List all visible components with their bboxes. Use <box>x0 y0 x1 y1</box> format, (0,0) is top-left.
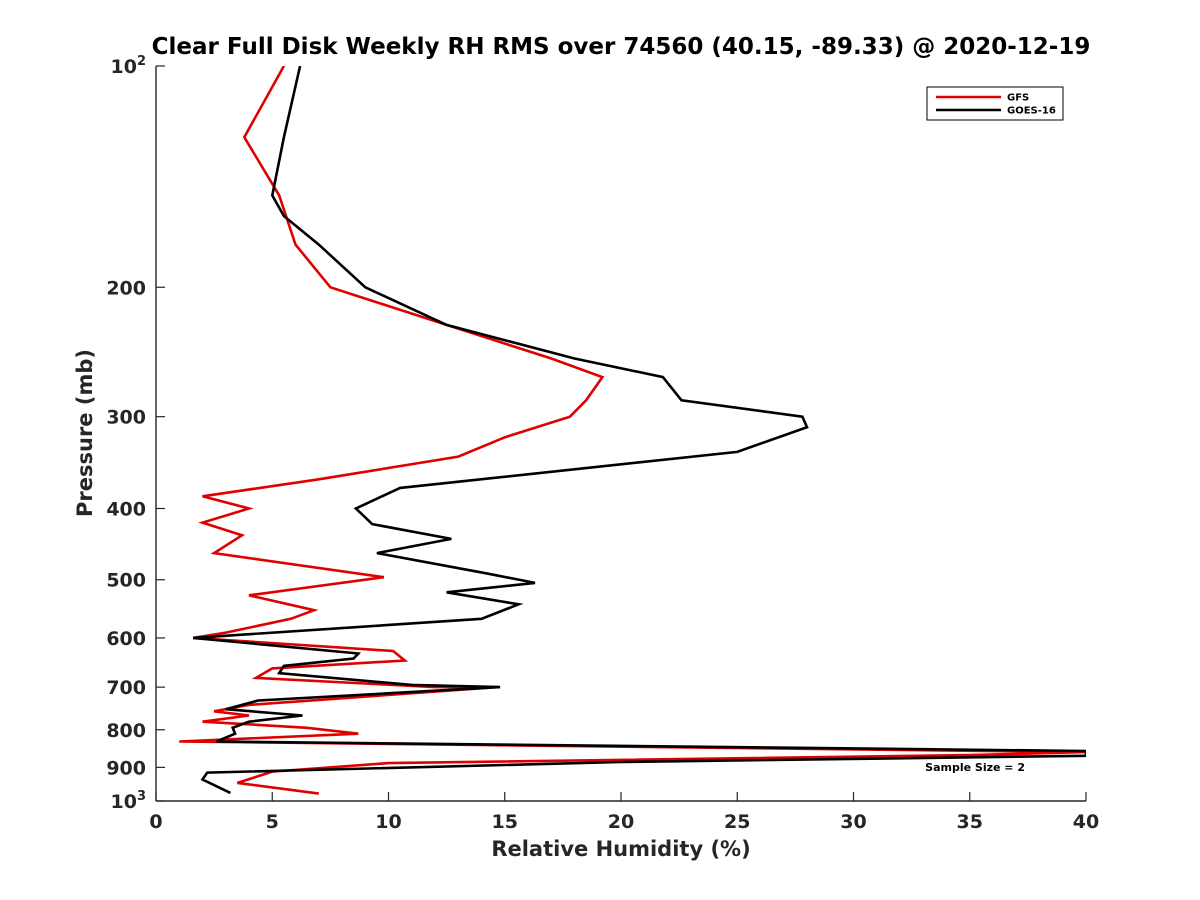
y-tick-label: 500 <box>106 570 146 592</box>
legend: GFS GOES-16 <box>926 86 1064 121</box>
axes-layer: 0 5 10 15 20 25 30 35 40 102 200 300 400 500 600 700 800… <box>106 54 1099 833</box>
sample-size-annotation: Sample Size = 2 <box>925 761 1025 774</box>
y-tick-label: 700 <box>106 677 146 699</box>
y-tick-label: 600 <box>106 628 146 650</box>
series-line-goes16 <box>193 66 1086 795</box>
x-tick-label: 40 <box>1073 811 1099 833</box>
y-axis-label: Pressure (mb) <box>73 349 97 517</box>
x-tick-label: 30 <box>840 811 866 833</box>
y-tick-label: 200 <box>106 277 146 299</box>
chart-title: Clear Full Disk Weekly RH RMS over 74560… <box>152 34 1091 60</box>
x-axis-label: Relative Humidity (%) <box>491 837 750 861</box>
x-tick-label: 5 <box>266 811 279 833</box>
x-tick-label: 35 <box>957 811 983 833</box>
x-tick-label: 20 <box>608 811 634 833</box>
y-tick-label: 800 <box>106 720 146 742</box>
series-line-gfs <box>179 66 1086 795</box>
x-tick-label: 10 <box>375 811 401 833</box>
x-tick-label: 15 <box>492 811 518 833</box>
series-layer <box>179 66 1086 795</box>
x-tick-label: 0 <box>149 811 162 833</box>
legend-entry-label: GOES-16 <box>1007 106 1056 117</box>
x-tick-label: 25 <box>724 811 750 833</box>
y-tick-label: 400 <box>106 499 146 521</box>
y-tick-label: 103 <box>111 789 147 813</box>
y-tick-label: 900 <box>106 757 146 779</box>
y-tick-label: 102 <box>111 54 147 78</box>
legend-box <box>926 86 1064 121</box>
y-tick-label: 300 <box>106 407 146 429</box>
legend-entry-label: GFS <box>1007 93 1029 104</box>
